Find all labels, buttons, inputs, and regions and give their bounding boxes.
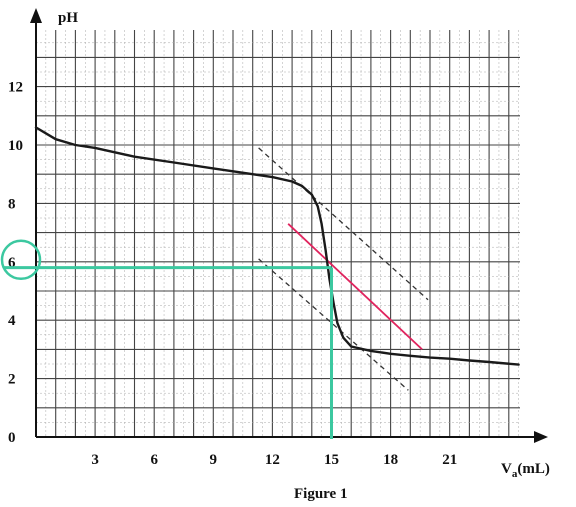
y-tick-label: 2 [8,372,16,388]
x-axis-arrow [534,431,548,443]
x-tick-label: 12 [265,452,280,468]
x-tick-label: 18 [383,452,398,468]
grid [35,30,520,438]
y-tick-label: 0 [8,430,16,446]
axes [30,8,548,443]
x-tick-label: 6 [150,452,158,468]
x-tick-label: 9 [210,452,218,468]
tangent-line-dashed [258,147,429,301]
highlight-circle [0,239,42,281]
y-tick-label: 8 [8,196,16,212]
y-tick-label: 6 [8,255,16,271]
x-axis-label-unit: (mL) [517,461,550,477]
y-axis-arrow [30,8,42,23]
equivalence-highlight [0,239,333,439]
y-tick-label: 12 [8,80,23,96]
x-tick-label: 15 [324,452,339,468]
bisector-line [287,223,423,351]
x-tick-label: 21 [442,452,457,468]
y-tick-label: 10 [8,138,23,154]
figure-caption: Figure 1 [294,486,347,502]
tangent-lines [258,147,429,391]
titration-curve-group [34,126,520,366]
x-tick-label: 3 [91,452,99,468]
x-axis-label-main: V [501,461,512,477]
x-axis-label-sub: a [512,468,518,480]
tangent-line-dashed [258,258,409,391]
y-axis-label: pH [58,10,78,26]
x-axis-label: Va(mL) [501,461,550,480]
y-tick-label: 4 [8,313,16,329]
tick-labels: 3 6 9 12 15 18 21 0 2 4 6 8 10 12 [8,80,457,468]
titration-curve [34,126,520,366]
